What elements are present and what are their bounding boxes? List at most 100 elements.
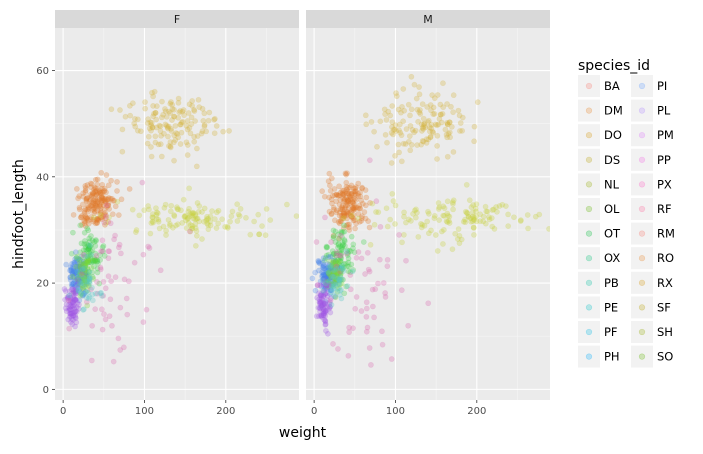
data-point-PB: [337, 272, 344, 279]
data-point-PP: [74, 271, 81, 278]
data-point-NL: [235, 211, 242, 218]
data-point-DM/DO: [97, 214, 104, 221]
data-point-PE: [334, 285, 341, 292]
data-point-DS: [407, 122, 414, 129]
data-point-DM/DO: [351, 201, 358, 208]
data-point-PP: [71, 270, 78, 277]
data-point-NL: [462, 219, 469, 226]
data-point-PP: [77, 276, 84, 283]
data-point-DM/DO: [349, 206, 356, 213]
data-point-PF: [72, 288, 79, 295]
legend-item-PM: PM: [631, 124, 674, 147]
data-point-PB: [331, 260, 338, 267]
data-point-PP: [312, 269, 319, 276]
data-point-DM/DO: [347, 209, 353, 216]
data-point-PP: [329, 263, 335, 270]
data-point-NL: [146, 206, 152, 213]
data-point-NL: [383, 205, 390, 212]
data-point-DM/DO: [99, 181, 106, 188]
data-point-DS: [471, 138, 478, 145]
data-point-RM: [382, 293, 389, 300]
data-point-PE: [326, 278, 332, 285]
data-point-DM/DO: [336, 192, 343, 199]
y-tick-label: 0: [43, 385, 49, 396]
data-point-PP: [79, 292, 86, 299]
data-point-DM/DO: [327, 187, 334, 194]
data-point-PE: [339, 262, 345, 269]
data-point-DM/DO: [356, 205, 363, 212]
data-point-DM/DO: [349, 199, 356, 206]
data-point-DS: [119, 148, 126, 155]
legend-label: PI: [657, 79, 667, 93]
data-point-RM: [384, 256, 391, 263]
data-point-PF: [317, 298, 324, 305]
data-point-OT: [332, 258, 339, 265]
legend-swatch: [638, 132, 646, 139]
data-point-OT: [333, 262, 340, 269]
data-point-PB: [344, 263, 350, 270]
data-point-DM/DO: [94, 181, 101, 188]
data-point-PP: [326, 275, 333, 282]
data-point-NL: [160, 223, 167, 230]
data-point-PF: [320, 308, 327, 315]
data-point-RM: [322, 214, 328, 221]
data-point-RM: [107, 220, 114, 227]
data-point-RM: [100, 278, 107, 285]
data-point-RM: [363, 305, 370, 312]
data-point-PB: [321, 257, 328, 264]
data-point-PP: [71, 261, 78, 268]
data-point-PP: [74, 266, 81, 273]
data-point-DS: [213, 123, 220, 129]
data-point-DM/DO: [88, 193, 95, 200]
data-point-DM/DO: [328, 196, 335, 203]
data-point-DM/DO: [359, 185, 366, 192]
data-point-PF: [323, 285, 330, 292]
data-point-DM/DO: [350, 211, 357, 218]
data-point-OT: [80, 274, 87, 280]
data-point-PB: [335, 261, 342, 268]
data-point-DM/DO: [337, 206, 344, 213]
data-point-PF: [73, 285, 80, 292]
data-point-DM/DO: [331, 206, 337, 213]
data-point-RM: [362, 271, 368, 277]
y-tick-label: 20: [36, 279, 49, 290]
data-point-RM: [110, 358, 117, 365]
data-point-PF: [73, 319, 80, 326]
data-point-NL: [546, 225, 550, 232]
data-point-RM: [377, 223, 384, 230]
data-point-DM/DO: [357, 193, 364, 200]
data-point-NL: [219, 216, 226, 223]
data-point-PF: [72, 307, 79, 314]
data-point-PP: [322, 271, 329, 278]
data-point-OT: [340, 276, 346, 283]
y-axis-title: hindfoot_length: [11, 159, 27, 269]
data-point-PP: [70, 280, 77, 287]
data-point-PP: [323, 276, 330, 283]
data-point-PP: [79, 266, 85, 273]
data-point-NL: [401, 213, 407, 220]
data-point-PB: [342, 243, 348, 249]
data-point-PP: [323, 275, 330, 282]
data-point-PP: [76, 270, 83, 276]
legend-label: PL: [657, 104, 671, 118]
data-point-PP: [73, 287, 80, 294]
data-point-DM/DO: [82, 218, 88, 225]
legend-label: NL: [604, 177, 620, 191]
data-point-OT: [88, 265, 95, 271]
data-point-DS: [148, 122, 155, 129]
data-point-PB: [86, 249, 93, 256]
data-point-RM: [109, 322, 115, 329]
data-point-PB: [83, 258, 90, 265]
data-point-DS: [159, 98, 165, 105]
data-point-DS: [201, 110, 208, 117]
data-point-PF: [62, 288, 69, 294]
data-point-RM: [121, 276, 128, 283]
data-point-PP: [334, 265, 341, 272]
data-point-PF: [67, 310, 74, 317]
data-point-PP: [326, 266, 333, 273]
data-point-OT: [336, 258, 343, 265]
data-point-DS: [392, 122, 399, 129]
data-point-PP: [68, 267, 74, 274]
data-point-DS: [414, 142, 421, 148]
